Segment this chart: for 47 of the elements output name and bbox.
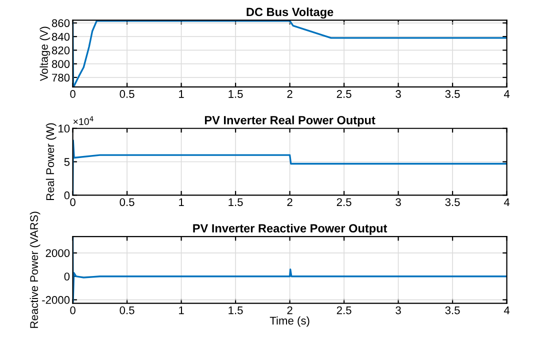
x-tick-label: 0.5 bbox=[120, 198, 134, 206]
line-series bbox=[72, 20, 507, 87]
y-tick-label: 0 bbox=[64, 191, 70, 200]
x-tick-label: 3 bbox=[396, 198, 401, 206]
x-tick-label: 2 bbox=[287, 306, 292, 314]
y-tick-label: 2000 bbox=[46, 249, 70, 258]
chart-title: DC Bus Voltage bbox=[246, 8, 334, 19]
x-tick-label: 2.5 bbox=[336, 306, 352, 314]
x-tick-label: 3.5 bbox=[445, 90, 460, 98]
chart-title: PV Inverter Real Power Output bbox=[204, 116, 376, 127]
x-tick-label: 1 bbox=[179, 306, 184, 314]
y-axis-title: Reactive Power (VARS) bbox=[30, 212, 40, 328]
y-tick-label: 820 bbox=[52, 46, 70, 54]
y-axis-title: Voltage (V) bbox=[40, 26, 50, 82]
y-tick-label: 800 bbox=[52, 60, 70, 68]
x-tick-label: 0 bbox=[70, 90, 76, 98]
x-tick-label: 2 bbox=[287, 90, 292, 98]
x-tick-label: 3.5 bbox=[445, 198, 460, 206]
x-tick-label: 4 bbox=[504, 198, 510, 206]
x-tick-label: 0.5 bbox=[120, 306, 134, 314]
text: ×10$^{4}$ bbox=[73, 116, 94, 126]
x-tick-label: 1 bbox=[179, 198, 184, 206]
x-tick-label: 4 bbox=[504, 90, 510, 98]
x-tick-label: 1.5 bbox=[228, 306, 243, 314]
y-tick-label: 5 bbox=[64, 158, 70, 166]
x-tick-label: 0 bbox=[70, 198, 76, 206]
x-tick-label: 1 bbox=[179, 90, 184, 98]
x-tick-label: 1.5 bbox=[228, 90, 243, 98]
x-tick-label: 4 bbox=[504, 306, 510, 314]
x-tick-label: 2 bbox=[287, 198, 292, 206]
y-axis-title: Real Power (W) bbox=[46, 123, 56, 200]
x-tick-label: 2.5 bbox=[336, 90, 352, 98]
x-tick-label: 2.5 bbox=[336, 198, 352, 206]
y-tick-label: 0 bbox=[64, 272, 70, 280]
y-tick-label: 780 bbox=[52, 74, 70, 82]
x-tick-label: 0.5 bbox=[120, 90, 134, 98]
y-tick-label: 10 bbox=[58, 124, 70, 133]
chart-title: PV Inverter Reactive Power Output bbox=[193, 224, 388, 235]
y-tick-label: 840 bbox=[52, 32, 70, 41]
x-tick-label: 3.5 bbox=[445, 306, 460, 314]
x-tick-label: 3 bbox=[396, 306, 401, 314]
x-tick-label: 0 bbox=[70, 306, 76, 314]
x-axis-title: Time (s) bbox=[270, 316, 310, 327]
x-tick-label: 3 bbox=[396, 90, 401, 98]
y-tick-label: -2000 bbox=[42, 296, 70, 304]
x-tick-label: 1.5 bbox=[228, 198, 243, 206]
y-tick-label: 860 bbox=[52, 19, 70, 28]
